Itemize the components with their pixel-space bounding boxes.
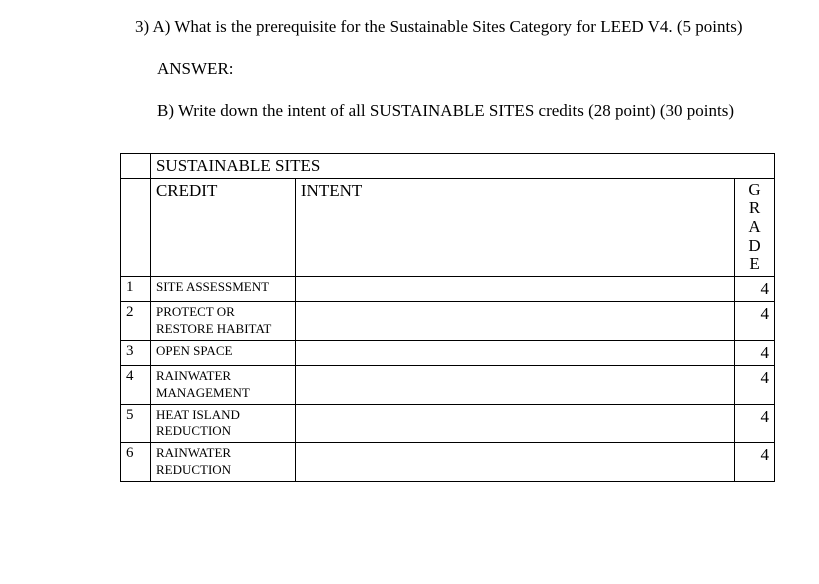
grade-letter-g: G — [740, 181, 769, 200]
row-number: 2 — [121, 302, 151, 341]
grade-letter-d: D — [740, 237, 769, 256]
table-row: 6 RAINWATER REDUCTION 4 — [121, 443, 775, 482]
grade-cell: 4 — [735, 302, 775, 341]
credit-cell: OPEN SPACE — [150, 340, 295, 365]
table-row: 3 OPEN SPACE 4 — [121, 340, 775, 365]
credit-cell: PROTECT OR RESTORE HABITAT — [150, 302, 295, 341]
row-number: 6 — [121, 443, 151, 482]
question-part-b: B) Write down the intent of all SUSTAINA… — [157, 99, 789, 123]
question-section: 3) A) What is the prerequisite for the S… — [135, 15, 789, 123]
table-row: 2 PROTECT OR RESTORE HABITAT 4 — [121, 302, 775, 341]
header-grade: G R A D E — [735, 178, 775, 276]
header-empty-num-2 — [121, 178, 151, 276]
row-number: 4 — [121, 365, 151, 404]
header-intent: INTENT — [295, 178, 734, 276]
grade-cell: 4 — [735, 365, 775, 404]
grade-letter-e: E — [740, 255, 769, 274]
table-container: SUSTAINABLE SITES CREDIT INTENT G R A D … — [120, 153, 789, 483]
intent-cell — [295, 365, 734, 404]
grade-letter-r: R — [740, 199, 769, 218]
table-title: SUSTAINABLE SITES — [150, 153, 774, 178]
answer-label: ANSWER: — [157, 59, 789, 79]
intent-cell — [295, 443, 734, 482]
credit-cell: SITE ASSESSMENT — [150, 277, 295, 302]
row-number: 5 — [121, 404, 151, 443]
table-title-row: SUSTAINABLE SITES — [121, 153, 775, 178]
intent-cell — [295, 340, 734, 365]
table-row: 4 RAINWATER MANAGEMENT 4 — [121, 365, 775, 404]
header-credit: CREDIT — [150, 178, 295, 276]
table-header-row: CREDIT INTENT G R A D E — [121, 178, 775, 276]
row-number: 1 — [121, 277, 151, 302]
grade-cell: 4 — [735, 277, 775, 302]
credit-cell: RAINWATER REDUCTION — [150, 443, 295, 482]
question-part-a: 3) A) What is the prerequisite for the S… — [135, 15, 789, 39]
table-row: 5 HEAT ISLAND REDUCTION 4 — [121, 404, 775, 443]
sustainable-sites-table: SUSTAINABLE SITES CREDIT INTENT G R A D … — [120, 153, 775, 483]
header-empty-num — [121, 153, 151, 178]
intent-cell — [295, 302, 734, 341]
question-number: 3) — [135, 17, 149, 36]
question-a-text: A) What is the prerequisite for the Sust… — [152, 17, 742, 36]
table-row: 1 SITE ASSESSMENT 4 — [121, 277, 775, 302]
credit-cell: RAINWATER MANAGEMENT — [150, 365, 295, 404]
intent-cell — [295, 277, 734, 302]
credit-cell: HEAT ISLAND REDUCTION — [150, 404, 295, 443]
grade-letter-a: A — [740, 218, 769, 237]
grade-cell: 4 — [735, 340, 775, 365]
grade-cell: 4 — [735, 443, 775, 482]
grade-cell: 4 — [735, 404, 775, 443]
intent-cell — [295, 404, 734, 443]
row-number: 3 — [121, 340, 151, 365]
